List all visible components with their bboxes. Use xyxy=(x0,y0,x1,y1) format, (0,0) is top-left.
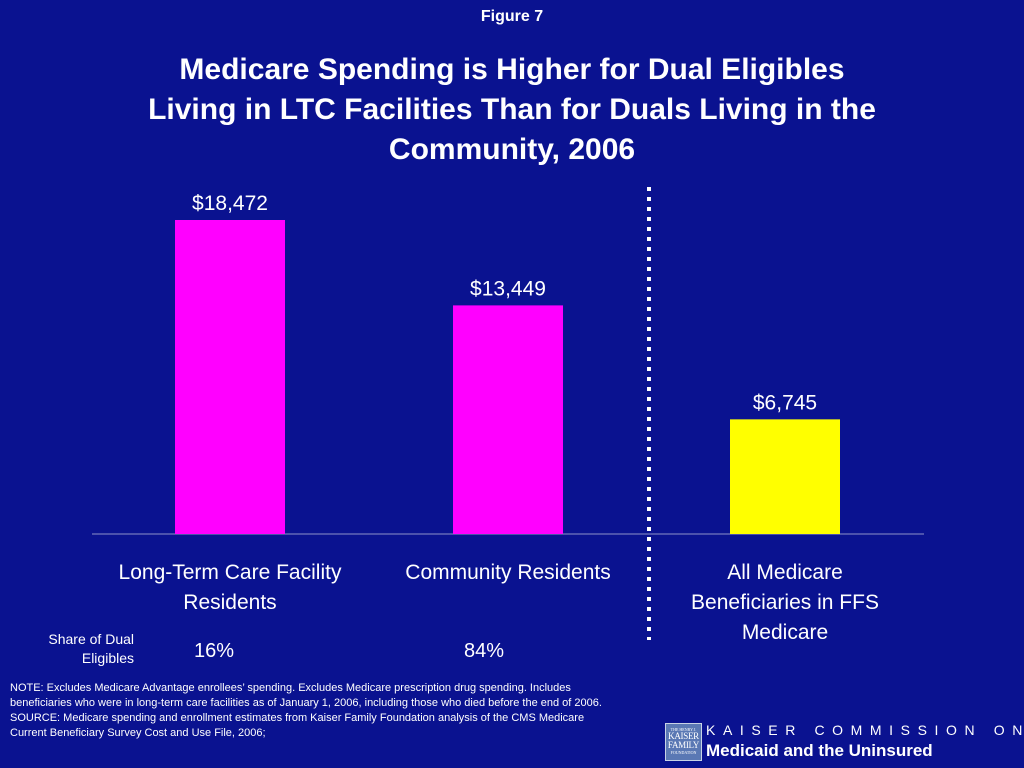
category-label: Residents xyxy=(183,591,276,614)
category-label: Community Residents xyxy=(405,561,610,584)
bar xyxy=(453,305,563,534)
share-label: Share of Dual Eligibles xyxy=(14,630,134,668)
bar xyxy=(730,419,840,534)
note-line: SOURCE: Medicare spending and enrollment… xyxy=(10,712,585,724)
chart-title: Medicare Spending is Higher for Dual Eli… xyxy=(62,50,962,170)
kff-logo: THE HENRY J. KAISER FAMILY FOUNDATION xyxy=(665,723,702,761)
share-label-line: Eligibles xyxy=(81,650,134,666)
logo-line: FAMILY xyxy=(667,740,700,750)
category-label: All Medicare xyxy=(727,561,843,584)
category-label: Beneficiaries in FFS xyxy=(691,591,879,614)
data-label: $6,745 xyxy=(753,391,817,414)
note-line: Current Beneficiary Survey Cost and Use … xyxy=(10,727,266,739)
title-line: Community, 2006 xyxy=(388,133,636,166)
title-line: Medicare Spending is Higher for Dual Eli… xyxy=(179,53,845,86)
share-value-community: 84% xyxy=(463,640,505,662)
share-label-line: Share of Dual xyxy=(48,631,134,647)
note-line: beneficiaries who were in long-term care… xyxy=(10,697,602,709)
category-label: Medicare xyxy=(742,621,828,644)
note-line: NOTE: Excludes Medicare Advantage enroll… xyxy=(10,682,571,694)
footnotes: NOTE: Excludes Medicare Advantage enroll… xyxy=(10,681,710,741)
logo-line: KAISER xyxy=(668,731,699,741)
bar-chart: $18,472 Long-Term Care Facility Residents $… xyxy=(92,187,924,644)
commission-name-top: KAISER COMMISSION ON xyxy=(706,722,1024,738)
data-label: $18,472 xyxy=(192,192,268,215)
data-label: $13,449 xyxy=(470,277,546,300)
category-label: Long-Term Care Facility xyxy=(119,561,342,584)
commission-name-bottom: Medicaid and the Uninsured xyxy=(706,741,933,760)
title-line: Living in LTC Facilities Than for Duals … xyxy=(148,93,876,126)
logo-line: FOUNDATION xyxy=(670,750,697,755)
logo-line: THE HENRY J. xyxy=(670,727,697,732)
figure-label: Figure 7 xyxy=(480,8,544,25)
bar xyxy=(175,220,285,534)
share-value-ltc: 16% xyxy=(193,640,235,662)
